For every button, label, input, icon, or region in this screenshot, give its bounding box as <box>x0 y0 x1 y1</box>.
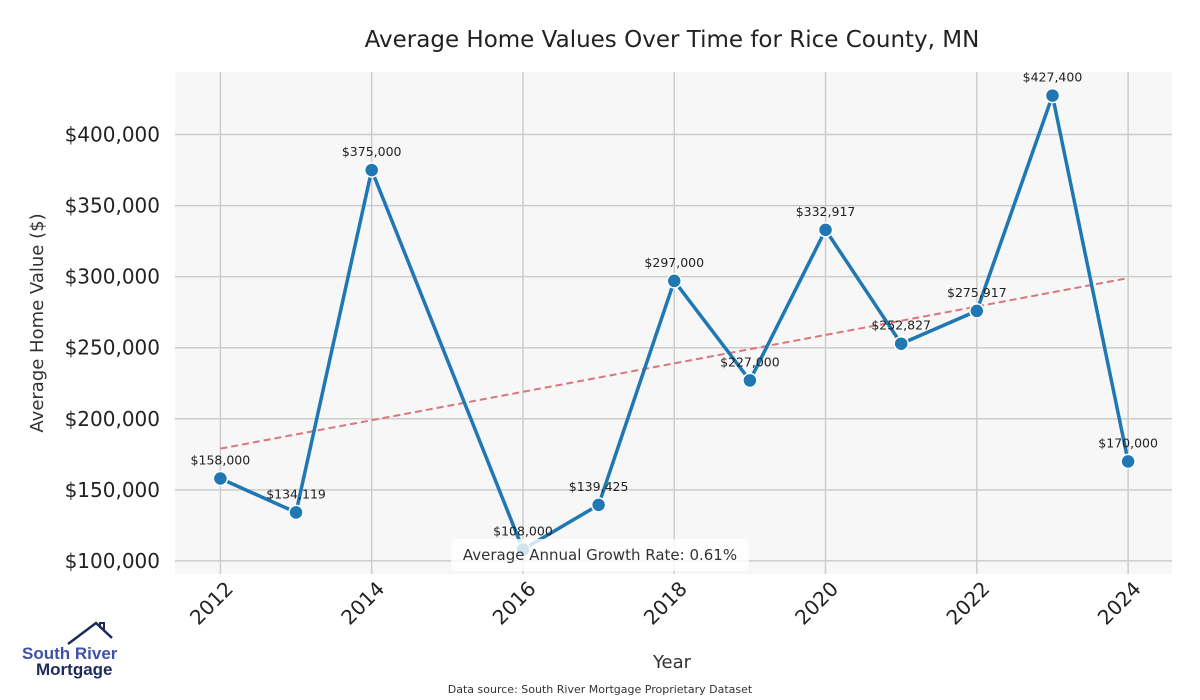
x-tick-label: 2024 <box>1093 577 1146 630</box>
logo-line-1: South River <box>22 644 118 663</box>
south-river-mortgage-logo: South River Mortgage <box>18 620 118 680</box>
data-label: $108,000 <box>493 524 553 539</box>
data-label: $158,000 <box>191 452 251 467</box>
data-label: $297,000 <box>644 255 704 270</box>
data-label: $227,000 <box>720 354 780 369</box>
data-label: $139,425 <box>569 479 629 494</box>
y-tick-label: $100,000 <box>65 549 160 573</box>
y-tick-label: $200,000 <box>65 407 160 431</box>
data-point <box>1044 87 1061 104</box>
data-point <box>1120 453 1136 470</box>
data-point <box>817 222 834 238</box>
data-point <box>666 273 683 289</box>
x-tick-label: 2016 <box>488 577 541 630</box>
x-tick-label: 2020 <box>790 577 843 630</box>
y-axis-label: Average Home Value ($) <box>27 213 48 432</box>
data-point <box>893 335 909 352</box>
data-label: $252,827 <box>871 318 931 333</box>
house-roof-icon <box>67 621 113 645</box>
data-source-note: Data source: South River Mortgage Propri… <box>448 683 753 696</box>
growth-rate-text: Average Annual Growth Rate: 0.61% <box>463 546 737 564</box>
growth-rate-annotation: Average Annual Growth Rate: 0.61% <box>451 539 749 571</box>
x-tick-label: 2022 <box>941 577 994 630</box>
x-tick-label: 2012 <box>185 577 238 630</box>
logo-line-2: Mortgage <box>36 660 113 679</box>
data-point <box>363 162 380 178</box>
data-point <box>969 303 985 319</box>
y-tick-label: $400,000 <box>65 123 160 147</box>
data-label: $134,119 <box>266 486 326 501</box>
data-point <box>288 504 304 521</box>
series-line <box>219 93 1130 552</box>
x-tick-label: 2018 <box>639 577 692 630</box>
x-axis-label: Year <box>652 652 692 673</box>
x-tick-label: 2014 <box>336 577 389 630</box>
y-tick-label: $300,000 <box>65 265 160 289</box>
data-label: $170,000 <box>1098 435 1158 450</box>
y-tick-label: $350,000 <box>65 194 160 218</box>
data-label: $275,917 <box>947 285 1007 300</box>
data-label: $427,400 <box>1023 70 1083 85</box>
data-label: $332,917 <box>796 204 856 219</box>
data-label: $375,000 <box>342 144 402 159</box>
data-point <box>742 372 758 389</box>
data-point <box>212 470 229 487</box>
y-tick-label: $150,000 <box>65 478 160 502</box>
data-point <box>590 497 607 513</box>
y-tick-label: $250,000 <box>65 336 160 360</box>
chart-title: Average Home Values Over Time for Rice C… <box>365 27 980 53</box>
